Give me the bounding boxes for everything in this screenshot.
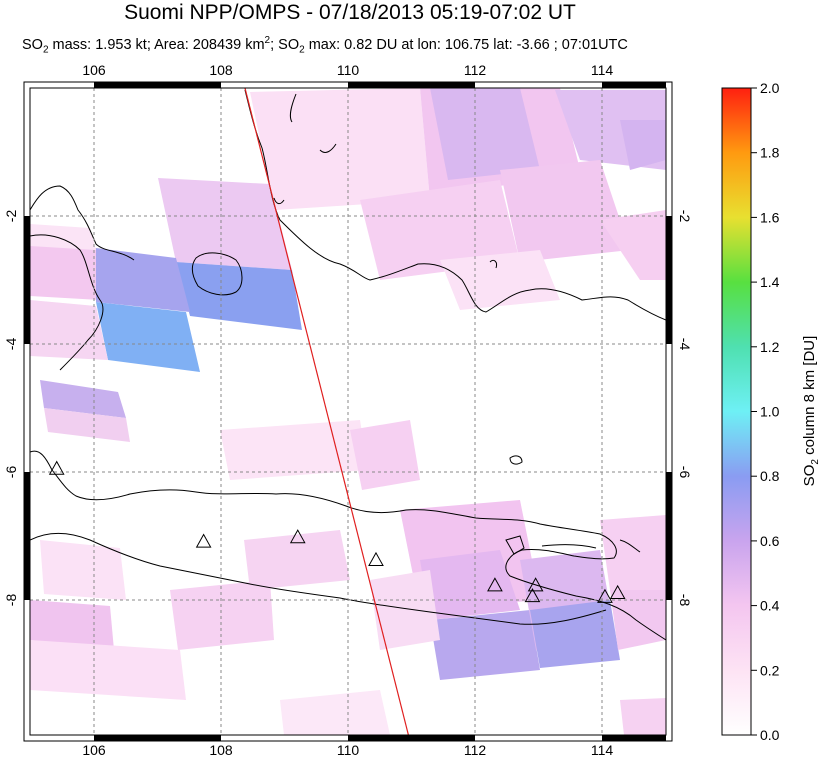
- colorbar-label: SO2 column 8 km [DU]: [801, 336, 821, 487]
- volcano-icon: [524, 588, 541, 603]
- map-frame: [23, 81, 673, 742]
- lon-tick-bottom-2: 108: [209, 742, 233, 758]
- map-subtitle: SO2 mass: 1.953 kt; Area: 208439 km2; SO…: [22, 35, 628, 56]
- volcano-icon: [609, 584, 626, 600]
- volcano-markers: [48, 460, 626, 603]
- lat-tick-right-4: -8: [677, 594, 693, 607]
- lon-ticks-top: 106 108 110 112 114: [82, 62, 613, 78]
- so2-mass-text: mass: 1.953 kt; Area: 208439 km: [48, 36, 265, 53]
- colorbar-ticks: 0.0 0.2 0.4 0.6 0.8 1.0 1.2 1.4 1.6 1.8 2.0: [751, 80, 780, 743]
- lat-tick-left-3: -6: [3, 466, 19, 479]
- lon-tick-top-3: 110: [337, 62, 360, 78]
- lat-ticks-right: -2 -4 -6 -8: [677, 210, 693, 607]
- so2-subscript-2: 2: [299, 44, 305, 56]
- colorbar-tick-label: 1.6: [760, 209, 780, 225]
- so2-max-text: max: 0.82 DU at lon: 106.75 lat: -3.66 ;…: [304, 36, 628, 53]
- colorbar-tick-label: 1.8: [760, 145, 780, 161]
- volcano-icon: [368, 551, 384, 567]
- volcano-icon: [195, 533, 212, 548]
- area-superscript: 2: [264, 35, 271, 46]
- colorbar-gradient: [721, 87, 752, 736]
- colorbar-tick-label: 1.2: [760, 339, 780, 355]
- volcano-icon: [597, 588, 613, 603]
- colorbar-tick-label: 0.8: [760, 468, 780, 484]
- lat-tick-right-3: -6: [677, 466, 693, 479]
- orbit-track: [244, 88, 410, 735]
- colorbar-tick-label: 0.0: [760, 727, 780, 743]
- lat-tick-left-2: -4: [3, 338, 19, 351]
- lon-tick-top-4: 112: [464, 62, 487, 78]
- so2-subscript: 2: [42, 44, 49, 56]
- colorbar-tick-label: 0.6: [760, 533, 780, 549]
- lon-tick-bottom-1: 106: [82, 742, 106, 758]
- lat-ticks-left: -2 -4 -6 -8: [3, 210, 19, 607]
- colorbar-tick-label: 0.2: [760, 662, 780, 678]
- so2-pixels: [30, 88, 666, 735]
- so2-mass-label: SO: [22, 36, 43, 53]
- volcano-icon: [48, 460, 65, 475]
- colorbar-tick-label: 2.0: [760, 80, 780, 96]
- colorbar-tick-label: 1.4: [760, 274, 780, 290]
- lon-tick-bottom-4: 112: [464, 742, 487, 758]
- colorbar-tick-label: 0.4: [760, 598, 780, 614]
- lat-tick-left-1: -2: [3, 210, 19, 223]
- lon-tick-bottom-5: 114: [591, 742, 614, 758]
- so2-max-label: ; SO: [270, 36, 300, 53]
- lon-tick-top-5: 114: [591, 62, 614, 78]
- map-title: Suomi NPP/OMPS - 07/18/2013 05:19-07:02 …: [124, 1, 576, 24]
- volcano-icon: [289, 529, 306, 544]
- lon-ticks-bottom: 106 108 110 112 114: [82, 742, 613, 758]
- lon-tick-top-2: 108: [209, 62, 233, 78]
- volcano-icon: [487, 577, 503, 592]
- lon-tick-bottom-3: 110: [337, 742, 360, 758]
- colorbar: 0.0 0.2 0.4 0.6 0.8 1.0 1.2 1.4 1.6 1.8 2.0 SO2 co…: [721, 80, 821, 743]
- colorbar-tick-label: 1.0: [760, 404, 780, 420]
- lon-tick-top-1: 106: [82, 62, 106, 78]
- graticule: [30, 88, 666, 735]
- volcano-icon: [527, 577, 544, 592]
- lat-tick-right-1: -2: [677, 210, 693, 223]
- lat-tick-left-4: -8: [3, 594, 19, 607]
- lat-tick-right-2: -4: [677, 338, 693, 351]
